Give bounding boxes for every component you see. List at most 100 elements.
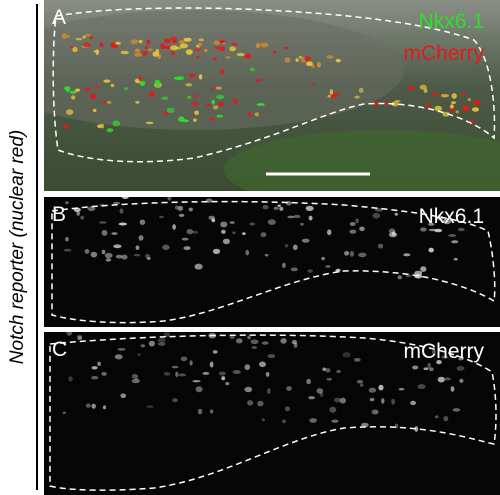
nucleus	[260, 42, 269, 48]
nucleus	[342, 352, 351, 358]
nucleus	[63, 248, 72, 252]
nucleus	[428, 247, 434, 253]
nucleus	[161, 96, 169, 100]
nucleus	[434, 415, 439, 419]
nucleus	[436, 360, 442, 365]
nucleus	[139, 219, 146, 225]
nucleus	[76, 211, 81, 216]
nucleus	[467, 98, 472, 102]
nucleus	[178, 373, 187, 377]
nucleus	[146, 405, 154, 408]
nucleus	[212, 350, 218, 354]
nucleus	[372, 101, 381, 106]
nucleus	[452, 408, 461, 412]
nucleus	[244, 53, 252, 59]
nucleus	[194, 47, 201, 51]
nucleus	[349, 229, 357, 234]
nucleus	[80, 215, 85, 220]
nucleus	[306, 378, 311, 385]
nucleus	[163, 372, 171, 376]
nucleus	[308, 215, 313, 221]
nucleus	[381, 398, 385, 404]
nucleus	[179, 43, 188, 49]
nucleus	[75, 37, 83, 41]
nucleus	[118, 222, 128, 226]
nucleus	[291, 339, 297, 345]
nucleus	[440, 94, 449, 98]
nucleus	[329, 406, 337, 413]
nucleus	[84, 87, 91, 92]
nucleus	[106, 128, 114, 133]
nucleus	[178, 213, 185, 217]
nucleus	[75, 88, 80, 92]
nucleus	[301, 238, 310, 243]
nucleus	[65, 201, 69, 205]
nucleus	[120, 50, 129, 55]
nucleus	[163, 332, 170, 338]
nucleus	[173, 76, 182, 80]
nucleus	[358, 87, 364, 93]
nucleus	[283, 46, 289, 49]
nucleus	[202, 371, 210, 375]
nucleus	[103, 100, 107, 105]
nucleus	[91, 403, 96, 409]
nucleus	[91, 366, 98, 370]
nucleus	[354, 95, 360, 99]
nucleus	[259, 361, 266, 368]
nucleus	[115, 41, 121, 45]
nucleus	[90, 93, 96, 99]
nucleus	[442, 111, 450, 117]
nucleus	[339, 397, 346, 404]
nucleus	[292, 244, 298, 251]
nucleus	[391, 398, 395, 405]
nucleus	[293, 214, 301, 219]
nucleus	[461, 105, 470, 111]
nucleus	[66, 109, 74, 115]
nucleus	[225, 382, 230, 386]
nucleus	[262, 205, 269, 210]
nucleus	[448, 108, 455, 112]
nucleus	[219, 46, 225, 52]
nucleus	[154, 79, 161, 86]
nucleus	[412, 365, 419, 370]
nucleus	[356, 379, 364, 384]
nucleus	[391, 101, 400, 107]
nucleus	[189, 360, 193, 366]
nucleus	[326, 377, 333, 381]
panel-c: C mCherry	[44, 332, 500, 495]
nucleus	[300, 222, 304, 226]
nucleus	[138, 39, 143, 44]
nucleus	[428, 222, 435, 226]
nucleus	[307, 269, 313, 273]
nucleus	[403, 253, 411, 257]
nucleus	[420, 266, 427, 272]
nucleus	[212, 57, 217, 61]
nucleus	[453, 257, 458, 261]
nucleus	[429, 367, 434, 372]
nucleus	[222, 238, 230, 245]
nucleus	[146, 39, 151, 45]
nucleus	[121, 254, 128, 260]
nucleus	[261, 341, 269, 345]
nucleus	[185, 83, 193, 87]
nucleus	[322, 367, 327, 371]
nucleus	[459, 378, 464, 383]
nucleus	[335, 58, 341, 63]
nucleus	[71, 95, 76, 100]
nucleus	[251, 346, 257, 349]
nucleus	[290, 267, 298, 272]
nucleus	[372, 212, 381, 219]
nucleus	[306, 61, 313, 66]
label-nkx61: Nkx6.1	[418, 10, 484, 33]
nucleus	[68, 376, 73, 382]
nucleus	[384, 101, 389, 106]
nucleus	[354, 358, 361, 362]
nucleus	[287, 215, 295, 219]
nucleus	[247, 400, 254, 406]
nucleus	[76, 334, 83, 341]
nucleus	[149, 91, 155, 97]
nucleus	[455, 110, 460, 114]
nucleus	[311, 64, 315, 69]
nucleus	[427, 362, 432, 369]
nucleus	[456, 366, 465, 371]
